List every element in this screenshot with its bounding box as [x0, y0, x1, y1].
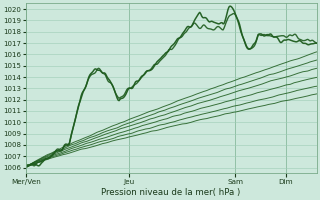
X-axis label: Pression niveau de la mer( hPa ): Pression niveau de la mer( hPa ) — [101, 188, 241, 197]
